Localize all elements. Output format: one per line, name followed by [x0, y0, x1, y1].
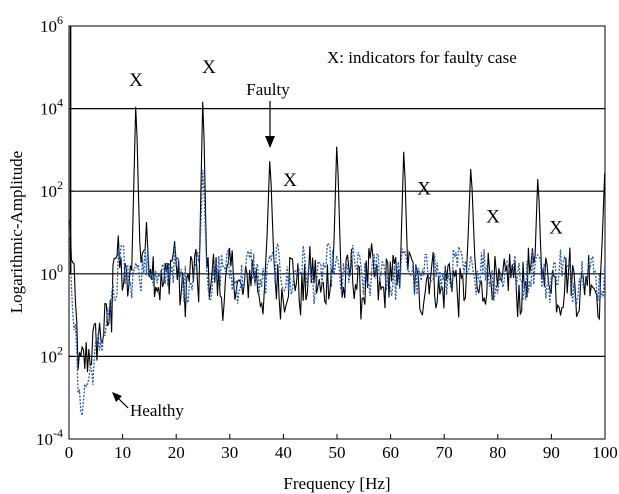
series-line-faulty [69, 101, 606, 373]
series-line-healthy [69, 169, 606, 416]
x-tick-label: 40 [275, 443, 292, 462]
healthy-arrow [117, 397, 129, 409]
plot-frame [68, 25, 606, 440]
y-tick-label: 104 [40, 96, 63, 119]
annotations: X X X X X X Faulty Healthy [112, 57, 563, 420]
x-tick-label: 60 [382, 443, 399, 462]
x-axis-label: Frequency [Hz] [283, 474, 390, 493]
y-tick-label: 10-4 [36, 426, 63, 449]
x-marker: X [283, 170, 297, 191]
y-ticks: 106 104 102 100 102 10-4 [36, 13, 74, 449]
x-ticks: 0 10 20 30 40 50 60 70 80 90 100 [65, 434, 618, 462]
x-tick-label: 80 [489, 443, 506, 462]
y-tick-label: 102 [40, 178, 63, 201]
healthy-label: Healthy [130, 401, 184, 420]
x-tick-label: 50 [329, 443, 346, 462]
x-tick-label: 100 [592, 443, 618, 462]
x-marker: X [202, 57, 216, 78]
x-tick-label: 10 [114, 443, 131, 462]
y-tick-label: 106 [40, 13, 63, 36]
grid-lines [69, 107, 605, 357]
y-tick-label: 102 [40, 343, 63, 366]
x-marker: X [549, 217, 563, 238]
x-tick-label: 0 [65, 443, 74, 462]
series-group [69, 26, 606, 416]
x-marker: X [129, 70, 143, 91]
x-marker: X [486, 206, 500, 227]
y-tick-label: 100 [40, 261, 63, 284]
x-tick-label: 70 [436, 443, 453, 462]
x-tick-label: 90 [543, 443, 560, 462]
faulty-arrow-head [265, 136, 275, 148]
legend-note: X: indicators for faulty case [327, 48, 517, 67]
y-axis-label: Logarithmic-Amplitude [7, 151, 26, 313]
x-tick-label: 20 [168, 443, 185, 462]
faulty-label: Faulty [246, 80, 290, 99]
x-tick-label: 30 [221, 443, 238, 462]
healthy-arrow-head [112, 392, 122, 402]
x-marker: X [417, 179, 431, 200]
